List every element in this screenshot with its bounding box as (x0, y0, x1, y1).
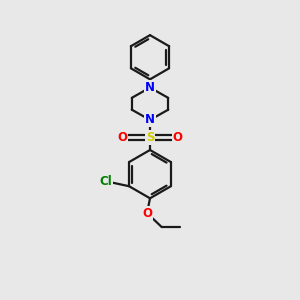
Text: N: N (145, 113, 155, 127)
Text: N: N (145, 81, 155, 94)
Text: O: O (173, 131, 183, 144)
Text: Cl: Cl (99, 175, 112, 188)
Text: S: S (146, 131, 154, 144)
Text: O: O (117, 131, 127, 144)
Text: O: O (142, 206, 152, 220)
